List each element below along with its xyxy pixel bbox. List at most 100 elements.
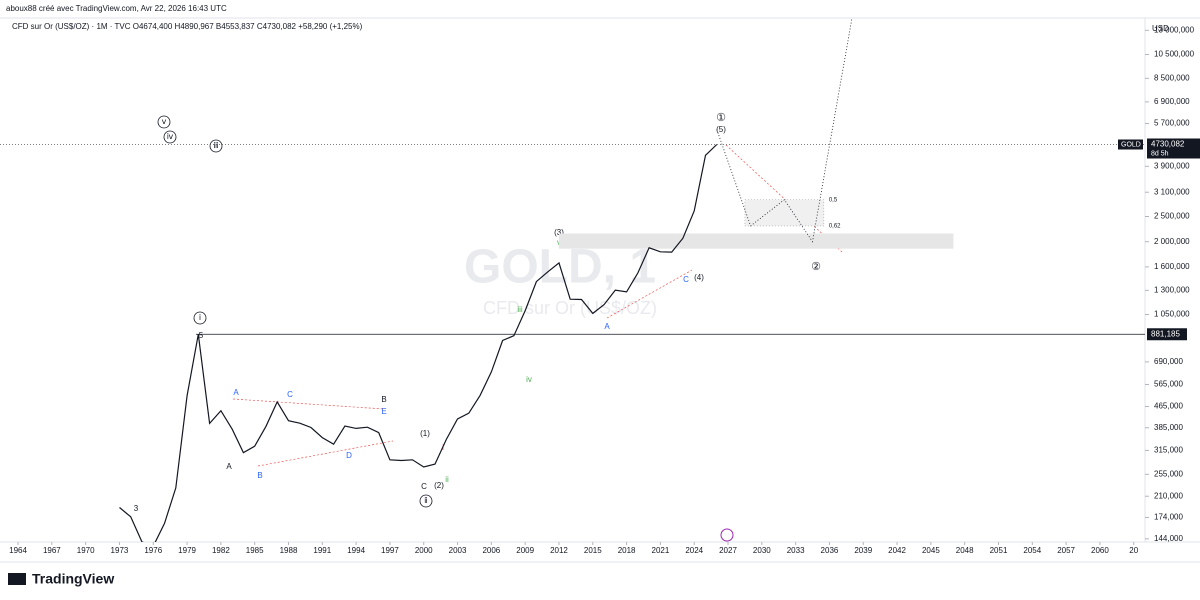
x-tick-label: 2042: [888, 546, 906, 555]
x-tick-label: 2054: [1023, 546, 1041, 555]
wave-label: ①: [716, 112, 726, 124]
price-line-series: [119, 144, 718, 542]
level-tag-text: 881,185: [1151, 329, 1180, 338]
x-tick-label: 1967: [43, 546, 61, 555]
x-tick-label: 2000: [415, 546, 433, 555]
wave-label: iv: [526, 375, 532, 384]
x-tick-label: 2012: [550, 546, 568, 555]
projection-path: [716, 18, 853, 243]
wave-label: C: [421, 482, 427, 491]
wave-label: B: [381, 395, 386, 404]
y-tick-label: 315,000: [1154, 446, 1183, 455]
price-tag-countdown: 8d 5h: [1151, 150, 1169, 157]
triangle-line: [257, 440, 394, 467]
y-tick-label: 690,000: [1154, 357, 1183, 366]
wave-label: B: [257, 471, 262, 480]
wave-label: E: [381, 407, 386, 416]
wave-label: (5): [716, 125, 726, 134]
y-tick-label: 10 500,000: [1154, 50, 1195, 59]
wave-label: ⅲ: [213, 141, 218, 150]
x-tick-label: 2045: [922, 546, 940, 555]
wave-circle: [163, 130, 177, 144]
wave-label: A: [226, 462, 232, 471]
event-icon: [720, 528, 734, 542]
wave-label: D: [346, 451, 352, 460]
wave-circle: [157, 115, 171, 129]
wave-label: A: [604, 322, 610, 331]
y-tick-label: 1 050,000: [1154, 310, 1190, 319]
y-tick-label: 2 500,000: [1154, 212, 1190, 221]
wave-label: (2): [434, 481, 444, 490]
level-tag: [1147, 328, 1187, 341]
y-tick-label: 2 000,000: [1154, 237, 1190, 246]
y-tick-label: 13 000,000: [1154, 25, 1195, 34]
x-tick-label: 1997: [381, 546, 399, 555]
y-tick-label: 465,000: [1154, 402, 1183, 411]
x-tick-label: 1970: [77, 546, 95, 555]
y-tick-label: 1 600,000: [1154, 262, 1190, 271]
y-tick-label: 174,000: [1154, 513, 1183, 522]
x-tick-label: 2057: [1057, 546, 1075, 555]
wave-label: ⅰ: [199, 313, 201, 322]
x-tick-label: 2033: [787, 546, 805, 555]
price-tag: [1147, 138, 1200, 159]
x-tick-label: 1982: [212, 546, 230, 555]
y-tick-label: 8 500,000: [1154, 73, 1190, 82]
x-tick-label: 2024: [685, 546, 703, 555]
wave-label: iii: [517, 305, 523, 314]
x-tick-label: 2018: [618, 546, 636, 555]
wave-circle: [209, 139, 223, 153]
wave-label: ⅳ: [167, 132, 174, 141]
fib-zone: [744, 199, 825, 227]
wave-label: ②: [811, 261, 821, 273]
x-tick-label: 2027: [719, 546, 737, 555]
x-tick-label: 2060: [1091, 546, 1109, 555]
y-tick-label: 6 900,000: [1154, 97, 1190, 106]
x-tick-label: 1964: [9, 546, 27, 555]
fib-label: 0,5: [829, 197, 838, 203]
brand-name: TradingView: [32, 571, 114, 587]
x-tick-label: 2006: [482, 546, 500, 555]
x-tick-label: 2015: [584, 546, 602, 555]
symbol-tag: [1118, 139, 1143, 150]
wave-label: C: [683, 275, 689, 284]
wave-label: ⅴ: [162, 117, 167, 126]
x-tick-label: 2003: [449, 546, 467, 555]
triangle-line: [232, 398, 385, 410]
y-tick-label: 3 100,000: [1154, 187, 1190, 196]
x-tick-label: 1988: [280, 546, 298, 555]
x-tick-label: 2039: [854, 546, 872, 555]
currency: USD: [1152, 24, 1169, 33]
price-tag-value: 4730,082: [1151, 140, 1185, 149]
wave-label: (1): [420, 429, 430, 438]
x-tick-label: 1991: [313, 546, 331, 555]
x-tick-label: 1979: [178, 546, 196, 555]
x-tick-label: 2051: [990, 546, 1008, 555]
wave-circle: [193, 311, 207, 325]
header-text: aboux88 créé avec TradingView.com, Avr 2…: [6, 4, 227, 13]
y-tick-label: 385,000: [1154, 423, 1183, 432]
wave-label: A: [233, 388, 239, 397]
fib-label: 0,62: [829, 223, 841, 229]
wave-label: 3: [134, 504, 139, 513]
x-tick-label: 1994: [347, 546, 365, 555]
wave-labels: ⅴ ⅳ ⅲ ⅰ ⅱ ① ② (5) (3) (4) (1) (2) 5 3 A …: [134, 112, 821, 513]
triangle-line: [606, 269, 693, 319]
y-tick-label: 5 700,000: [1154, 119, 1190, 128]
y-tick-label: 144,000: [1154, 534, 1183, 543]
legend-text: CFD sur Or (US$/OZ) · 1M · TVC O4674,400…: [12, 22, 363, 31]
wave-label: (3): [554, 228, 564, 237]
watermark-subtitle: CFD sur Or (US$/OZ): [483, 298, 657, 318]
x-tick-label: 1973: [111, 546, 129, 555]
wave-label: 5: [199, 331, 204, 340]
x-tick-label: 2048: [956, 546, 974, 555]
x-tick-label: 2009: [516, 546, 534, 555]
wave-circle: [419, 494, 433, 508]
x-tick-label: 1985: [246, 546, 264, 555]
brand-logo: [8, 573, 26, 585]
x-tick-label: 2036: [821, 546, 839, 555]
support-zone: [558, 233, 954, 249]
y-tick-label: 1 300,000: [1154, 285, 1190, 294]
